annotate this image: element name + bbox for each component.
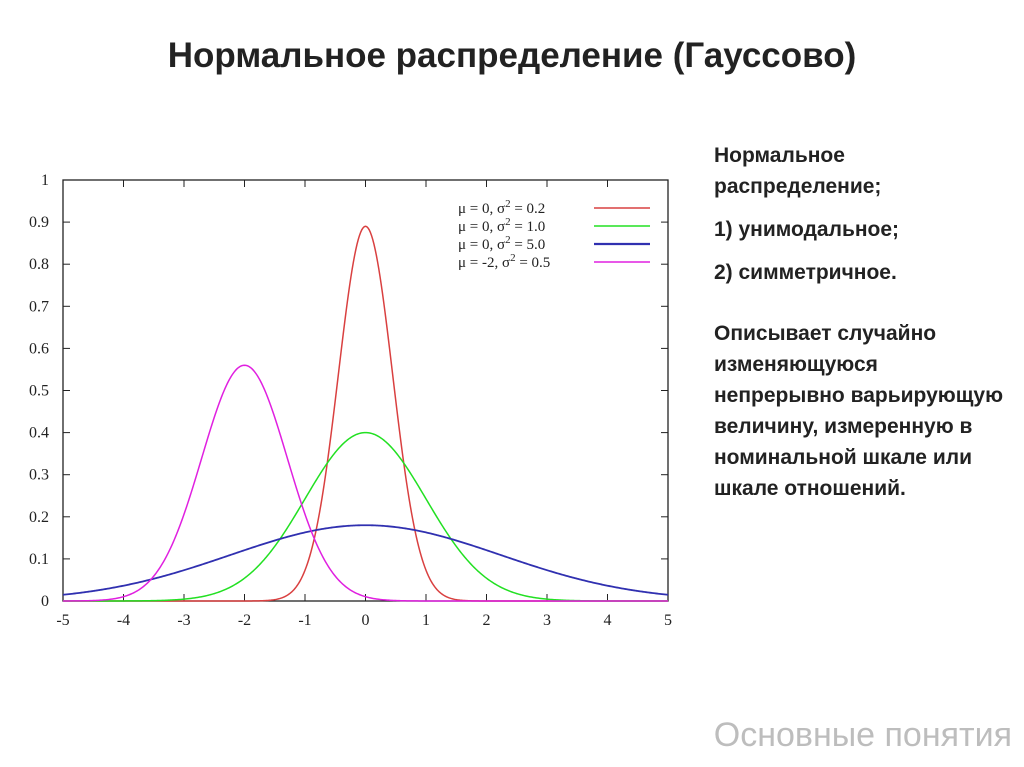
y-tick-label: 0.2: [29, 509, 49, 526]
legend-label: μ = 0, σ2 = 5.0: [458, 234, 545, 253]
slide-title: Нормальное распределение (Гауссово): [167, 36, 857, 75]
y-tick-label: 0: [41, 593, 49, 610]
legend-label: μ = 0, σ2 = 1.0: [458, 216, 545, 235]
y-tick-label: 0.9: [29, 214, 49, 231]
gaussian-chart: -5 -4 -3 -2 -1 0 1 2 3 4 5 0 0.1 0.2 0.3 0.4 0.5 0.6 0.7 0.…: [29, 172, 672, 629]
x-tick-label: -1: [298, 612, 311, 629]
chart-container: -5 -4 -3 -2 -1 0 1 2 3 4 5 0 0.1 0.2 0.3 0.4 0.5 0.6 0.7 0.…: [0, 160, 700, 640]
side-paragraph: Описывает случайно изменяющуюся непрерыв…: [714, 322, 1004, 500]
y-tick-label: 0.5: [29, 383, 49, 400]
y-tick-label: 0.3: [29, 467, 49, 484]
plot-frame: [62, 179, 669, 602]
x-tick-label: 1: [422, 612, 430, 629]
side-line-2: 1) унимодальное;: [714, 218, 900, 241]
side-line-1: Нормальное распределение;: [714, 144, 882, 198]
series-line: [63, 364, 668, 602]
x-tick-label: 5: [664, 612, 672, 629]
x-tick-label: -3: [177, 612, 190, 629]
y-tick-label: 0.7: [29, 298, 49, 315]
y-tick-label: 1: [41, 172, 49, 189]
y-tick-label: 0.8: [29, 256, 49, 273]
x-tick-label: -4: [117, 612, 130, 629]
side-text: Нормальное распределение; 1) унимодально…: [714, 140, 1014, 504]
x-tick-label: 3: [543, 612, 551, 629]
side-line-3: 2) симметричное.: [714, 261, 897, 284]
x-tick-label: -2: [238, 612, 251, 629]
y-tick-label: 0.4: [29, 425, 49, 442]
x-tick-label: 2: [483, 612, 491, 629]
x-tick-label: -5: [56, 612, 69, 629]
legend-label: μ = -2, σ2 = 0.5: [458, 252, 550, 271]
x-tick-label: 4: [604, 612, 612, 629]
series-line: [62, 524, 669, 596]
footer-caption: Основные понятия: [713, 716, 1012, 754]
legend-label: μ = 0, σ2 = 0.2: [458, 198, 545, 217]
y-tick-label: 0.1: [29, 551, 49, 568]
y-tick-label: 0.6: [29, 340, 49, 357]
series-line: [63, 225, 668, 602]
x-tick-label: 0: [362, 612, 370, 629]
